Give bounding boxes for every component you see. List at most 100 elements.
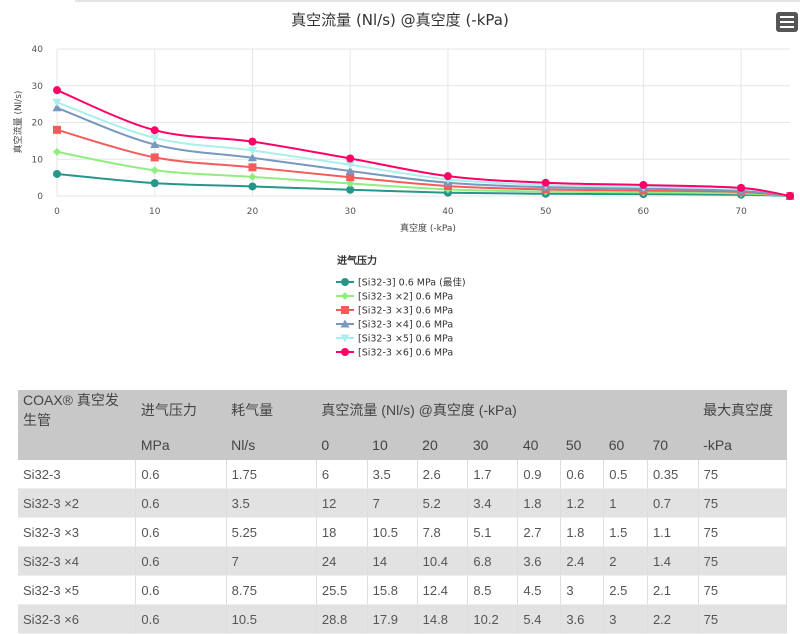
legend-item[interactable]: [Si32-3 ×5] 0.6 MPa [336, 334, 453, 345]
table-cell: 6.8 [467, 546, 519, 576]
table-cell: 2.5 [603, 575, 648, 605]
table-cell: 75 [698, 460, 788, 489]
legend-marker [341, 348, 349, 356]
header-cell: 50 [560, 430, 604, 460]
header-cell: MPa [135, 430, 227, 460]
table-cell: 0.7 [647, 488, 699, 518]
legend-item[interactable]: [Si32-3] 0.6 MPa (最佳) [336, 277, 466, 289]
legend-item[interactable]: [Si32-3 ×3] 0.6 MPa [336, 306, 453, 317]
table-cell: 75 [698, 517, 788, 547]
data-point [247, 146, 257, 155]
table-cell: 1.2 [560, 488, 605, 518]
table-cell: 2 [603, 546, 648, 576]
data-point [443, 172, 452, 181]
y-tick-label: 40 [32, 45, 44, 55]
header-cell: 进气压力 [135, 390, 227, 430]
table-cell: 1.1 [647, 517, 699, 547]
x-tick-label: 30 [344, 207, 356, 217]
data-point [346, 185, 355, 194]
table-cell: 5.4 [517, 604, 562, 634]
legend-label: [Si32-3 ×6] 0.6 MPa [358, 348, 453, 359]
table-row: Si32-3 ×6 0.6 10.5 28.8 17.9 14.8 10.2 5.4 3.6 3 2… [18, 604, 788, 634]
legend-marker [341, 278, 349, 286]
table-cell: Si32-3 ×5 [18, 575, 137, 605]
table-cell: 14 [367, 546, 418, 576]
y-axis-title: 真空流量 (Nl/s) [12, 91, 24, 154]
x-tick-label: 0 [54, 207, 60, 217]
table-cell: 75 [698, 575, 788, 605]
table-cell: 24 [316, 546, 368, 576]
table-cell: 1.4 [647, 546, 699, 576]
header-cell: 30 [467, 430, 518, 460]
table-cell: 8.75 [226, 575, 317, 605]
header-row-2: MPa Nl/s 0 10 20 30 40 50 60 70 -kPa [18, 430, 787, 460]
table-cell: 0.35 [647, 460, 699, 489]
table-cell: 1.8 [560, 517, 605, 547]
x-tick-label: 50 [540, 207, 552, 217]
header-cell: 60 [603, 430, 648, 460]
data-point [247, 153, 257, 162]
data-point [53, 147, 61, 156]
table-cell: 3.4 [467, 488, 519, 518]
hamburger-icon[interactable] [776, 12, 798, 32]
table-cell: 10.2 [467, 604, 519, 634]
y-tick-label: 0 [37, 192, 43, 202]
data-point [346, 173, 355, 182]
header-cell: 20 [417, 430, 468, 460]
table-cell: 18 [316, 517, 368, 547]
table-row: Si32-3 ×2 0.6 3.5 12 7 5.2 3.4 1.8 1.2 1 0.7 75 [18, 488, 788, 518]
table-cell: 1.75 [226, 460, 317, 489]
data-point [150, 140, 160, 149]
table-cell: 14.8 [417, 604, 469, 634]
data-point [248, 137, 257, 146]
table-cell: 3.5 [367, 460, 418, 489]
data-point [541, 178, 550, 187]
table-row: Si32-3 ×5 0.6 8.75 25.5 15.8 12.4 8.5 4.5 3 2.5 2.… [18, 575, 788, 605]
x-tick-label: 40 [442, 207, 454, 217]
table-cell: 10.4 [417, 546, 469, 576]
data-point [150, 126, 159, 135]
data-point [346, 179, 355, 188]
data-point [248, 172, 257, 181]
top-tab-strip [75, 0, 800, 2]
legend-item[interactable]: [Si32-3 ×4] 0.6 MPa [336, 319, 453, 331]
table-cell: 2.7 [517, 517, 562, 547]
table-cell: 0.6 [135, 604, 227, 634]
table-cell: 1.5 [603, 517, 648, 547]
chart-title: 真空流量 (Nl/s) @真空度 (-kPa) [291, 11, 509, 29]
x-tick-label: 10 [149, 207, 161, 217]
legend-item[interactable]: [Si32-3 ×6] 0.6 MPa [336, 348, 453, 359]
table-cell: 0.6 [135, 460, 227, 489]
series-line [56, 106, 791, 197]
data-point [53, 86, 61, 95]
data-point [737, 183, 746, 192]
data-point [53, 169, 61, 178]
legend-marker [340, 319, 350, 328]
x-tick-label: 20 [247, 207, 259, 217]
header-cell: 10 [367, 430, 418, 460]
x-tick-label: 70 [735, 207, 747, 217]
data-point [248, 182, 257, 191]
table-cell: 75 [698, 488, 788, 518]
table-cell: 0.6 [135, 546, 227, 576]
header-cell: 0 [316, 430, 368, 460]
legend-item[interactable]: [Si32-3 ×2] 0.6 MPa [336, 292, 453, 303]
legend-marker [341, 306, 349, 314]
y-tick-label: 10 [32, 155, 44, 165]
data-point [248, 163, 257, 172]
data-point [53, 125, 61, 134]
data-point [150, 153, 159, 162]
table-cell: 1.8 [517, 488, 562, 518]
table-cell: 7.8 [417, 517, 469, 547]
table-cell: 10.5 [367, 517, 418, 547]
header-cell: 真空流量 (Nl/s) @真空度 (-kPa) [316, 390, 699, 430]
table-cell: Si32-3 ×4 [18, 546, 137, 576]
data-point [345, 161, 355, 170]
table-cell: 15.8 [367, 575, 418, 605]
data-point [345, 166, 355, 175]
series-6 [53, 86, 794, 200]
header-cell: 最大真空度 [698, 390, 787, 430]
legend-label: [Si32-3 ×3] 0.6 MPa [358, 306, 453, 317]
legend-label: [Si32-3 ×2] 0.6 MPa [358, 292, 453, 303]
table-cell: 4.5 [517, 575, 562, 605]
